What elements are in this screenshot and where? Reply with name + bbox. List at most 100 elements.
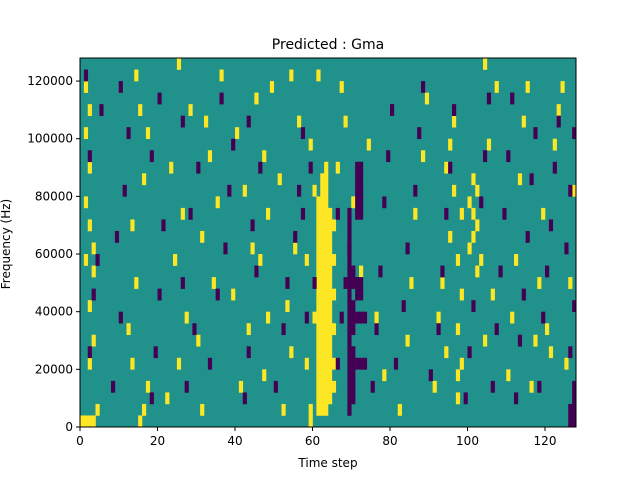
heatmap-cell-low [347,403,352,416]
heatmap-cell-low [157,92,162,105]
heatmap-cell-high [188,104,193,116]
heatmap-cell-high [324,392,329,405]
heatmap-cell-low [355,311,360,324]
heatmap-cell-high [320,184,325,197]
heatmap-cell-high [514,254,519,266]
heatmap-cell-low [444,207,449,220]
heatmap-cell-low [308,161,313,174]
heatmap-cell-high [328,369,333,382]
heatmap-cell-low [207,357,213,370]
heatmap-cell-high [324,254,329,266]
heatmap-cell-high [320,196,325,209]
heatmap-cell-low [339,311,344,324]
plot-frame [79,57,577,428]
heatmap-cell-high [138,415,143,428]
heatmap-cell-high [184,311,189,324]
heatmap-cell-high [320,357,325,370]
heatmap-cell-high [440,277,445,289]
heatmap-cell-high [320,300,325,312]
y-tick-label: 60000 [35,247,73,261]
heatmap-cell-high [424,92,430,105]
heatmap-cell-high [572,184,577,197]
heatmap-cell-high [328,254,333,266]
heatmap-cell-high [320,323,325,336]
heatmap-cell-high [235,127,240,140]
heatmap-cell-high [374,311,379,324]
heatmap-cell-high [312,184,317,197]
heatmap-cell-high [308,415,313,428]
heatmap-cell-low [428,369,433,382]
heatmap-cell-low [355,196,360,209]
heatmap-cell-low [293,230,298,243]
heatmap-cell-high [436,311,441,324]
heatmap-cell-low [490,380,495,393]
heatmap-cell-high [142,173,147,186]
heatmap-cell-low [471,300,476,312]
heatmap-cell-high [324,219,329,232]
heatmap-cell-high [455,392,461,405]
heatmap-cell-low [347,311,352,324]
heatmap-cell-low [153,346,158,359]
heatmap-cell-low [463,392,468,405]
heatmap-cell-high [316,311,321,324]
heatmap-cell-high [455,254,461,266]
heatmap-cell-high [324,173,329,186]
heatmap-cell-high [444,161,449,174]
heatmap-cell-low [347,346,352,359]
heatmap-cell-high [316,254,321,266]
heatmap-cell-low [335,357,340,370]
heatmap-cell-high [308,403,313,416]
heatmap-cell-high [548,346,554,359]
heatmap-cell-high [331,323,337,336]
heatmap-cell-low [556,115,561,128]
heatmap-cell-high [316,265,321,278]
heatmap-cell-low [452,104,457,116]
heatmap-cell-high [564,357,569,370]
heatmap-cell-high [324,380,329,393]
heatmap-cell-high [324,403,329,416]
heatmap-cells [80,58,577,428]
heatmap-cell-high [448,230,453,243]
heatmap-cell-low [572,415,577,428]
heatmap-cell-low [359,357,364,370]
heatmap-cell-high [541,207,546,220]
heatmap-cell-high [246,323,251,336]
heatmap-cell-high [266,311,271,324]
heatmap-cell-high [316,242,321,255]
heatmap-cell-high [324,196,329,209]
heatmap-cell-high [316,69,321,82]
heatmap-cell-high [320,369,325,382]
heatmap-cell-high [490,288,495,301]
heatmap-cell-high [328,357,333,370]
heatmap-cell-low [362,357,368,370]
heatmap-cell-low [99,104,104,116]
heatmap-cell-low [448,161,453,174]
heatmap-cell-high [316,380,321,393]
heatmap-cell-high [328,311,333,324]
heatmap-cell-high [324,311,329,324]
heatmap-cell-low [111,380,116,393]
heatmap-cell-high [324,184,329,197]
heatmap-cell-low [188,207,193,220]
heatmap-cell-low [180,115,185,128]
heatmap-cell-high [324,230,329,243]
heatmap-cell-high [324,207,329,220]
heatmap-cell-high [331,380,337,393]
heatmap-cell-low [347,288,352,301]
heatmap-cell-low [572,403,577,416]
heatmap-cell-low [533,127,538,140]
heatmap-cell-high [328,323,333,336]
heatmap-cell-low [304,311,309,324]
heatmap-cell-low [281,323,286,336]
x-tick-label: 20 [150,434,165,448]
heatmap-cell-low [355,277,360,289]
heatmap-cell-low [180,277,185,289]
heatmap-cell-high [200,230,205,243]
heatmap-cell-high [316,357,321,370]
heatmap-cell-high [471,173,476,186]
heatmap-cell-low [517,334,523,347]
heatmap-cell-high [324,334,329,347]
y-axis-label: Frequency (Hz) [0,199,13,290]
heatmap-cell-low [541,311,546,324]
heatmap-cell-low [149,392,154,405]
